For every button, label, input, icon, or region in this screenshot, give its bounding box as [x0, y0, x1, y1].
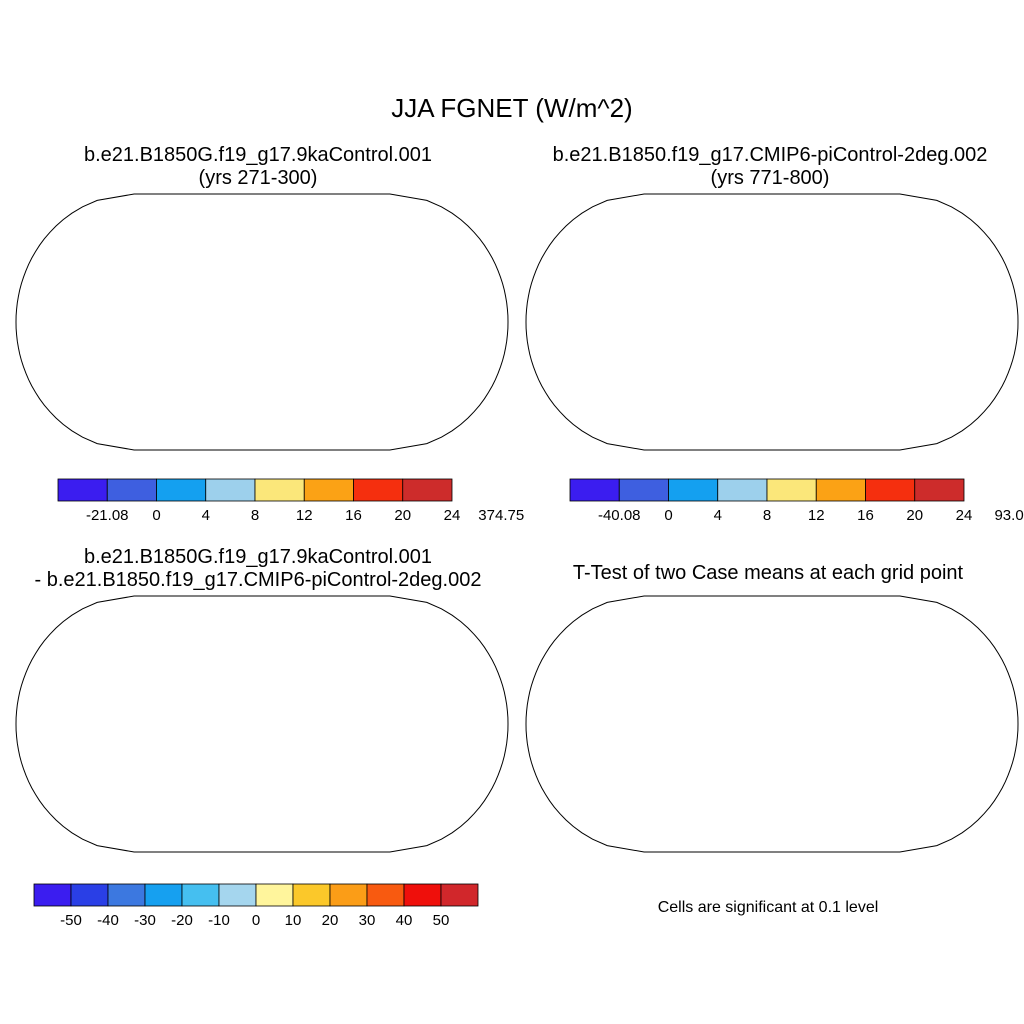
- colorbar-label: 4: [202, 507, 210, 524]
- colorbar-label: 20: [394, 507, 411, 524]
- colorbar-swatch: [766, 478, 817, 502]
- map-ttest-ocean: [526, 596, 1018, 852]
- colorbar-label: 0: [252, 912, 260, 929]
- colorbar-swatch: [218, 883, 257, 907]
- colorbar-swatch: [144, 883, 183, 907]
- colorbar-swatch: [156, 478, 207, 502]
- colorbar-label: 30: [359, 912, 376, 929]
- figure-title: JJA FGNET (W/m^2): [391, 93, 633, 123]
- panel-title-case1: b.e21.B1850G.f19_g17.9kaControl.001 (yrs…: [2, 144, 514, 190]
- colorbar-swatch: [57, 478, 108, 502]
- map-case2-frame: [525, 193, 1019, 451]
- colorbar-label: 24: [444, 507, 461, 524]
- colorbar-swatch: [815, 478, 866, 502]
- colorbar-label: -20: [171, 912, 193, 929]
- map-case1: [15, 193, 509, 451]
- colorbar-swatch: [353, 478, 404, 502]
- colorbar-swatch: [329, 883, 368, 907]
- colorbar-label: 40: [396, 912, 413, 929]
- panel-title-case1-line2: (yrs 271-300): [198, 167, 318, 189]
- colorbar-swatch: [403, 883, 442, 907]
- colorbar-swatch: [181, 883, 220, 907]
- colorbar-swatch: [303, 478, 354, 502]
- map-ttest-frame: [525, 595, 1019, 853]
- colorbar-label: 20: [322, 912, 339, 929]
- map-difference-ocean: [16, 596, 508, 852]
- panel-title-difference: b.e21.B1850G.f19_g17.9kaControl.001 - b.…: [2, 546, 514, 592]
- panel-title-case2: b.e21.B1850.f19_g17.CMIP6-piControl-2deg…: [514, 144, 1024, 190]
- colorbar-label: 8: [763, 507, 771, 524]
- colorbar-swatch: [402, 478, 453, 502]
- colorbar-label: 24: [956, 507, 973, 524]
- map-case2-ocean: [526, 194, 1018, 450]
- map-case1-frame: [15, 193, 509, 451]
- colorbar-label: 374.75: [478, 507, 524, 524]
- colorbar-label: 93.05: [994, 507, 1024, 524]
- colorbar-label: 4: [714, 507, 722, 524]
- colorbar-swatch: [668, 478, 719, 502]
- colorbar-swatch: [33, 883, 72, 907]
- colorbar-swatch: [618, 478, 669, 502]
- colorbar-label: 0: [152, 507, 160, 524]
- map-ttest: [525, 595, 1019, 853]
- colorbar-label: 8: [251, 507, 259, 524]
- colorbar-difference: -50 -40 -30 -20 -10 0 10 20 30 40 50: [33, 883, 479, 929]
- panel-title-difference-line1: b.e21.B1850G.f19_g17.9kaControl.001: [83, 546, 433, 568]
- panel-title-case2-line2: (yrs 771-800): [710, 167, 830, 189]
- colorbar-swatch: [254, 478, 305, 502]
- colorbar-swatch: [717, 478, 768, 502]
- map-difference: [15, 595, 509, 853]
- panel-title-case2-line1: b.e21.B1850.f19_g17.CMIP6-piControl-2deg…: [552, 144, 988, 166]
- colorbar-label: -40: [97, 912, 119, 929]
- colorbar-label: -50: [60, 912, 82, 929]
- colorbar-case1: -21.08 0 4 8 12 16 20 24 374.75: [57, 478, 524, 524]
- colorbar-case2: -40.08 0 4 8 12 16 20 24 93.05: [569, 478, 1024, 524]
- colorbar-label: -40.08: [598, 507, 641, 524]
- colorbar-swatch: [255, 883, 294, 907]
- colorbar-swatch: [107, 883, 146, 907]
- map-case1-ocean: [16, 194, 508, 450]
- colorbar-label: 0: [664, 507, 672, 524]
- colorbar-label: 20: [906, 507, 923, 524]
- colorbar-label: 12: [296, 507, 313, 524]
- colorbar-label: 16: [857, 507, 874, 524]
- colorbar-label: 16: [345, 507, 362, 524]
- colorbar-swatch: [914, 478, 965, 502]
- colorbar-label: 50: [433, 912, 450, 929]
- colorbar-swatch: [292, 883, 331, 907]
- panel-title-difference-line2: - b.e21.B1850.f19_g17.CMIP6-piControl-2d…: [34, 569, 482, 591]
- panel-title-case1-line1: b.e21.B1850G.f19_g17.9kaControl.001: [83, 144, 433, 166]
- map-difference-frame: [15, 595, 509, 853]
- colorbar-label: -30: [134, 912, 156, 929]
- colorbar-label: -10: [208, 912, 230, 929]
- map-case2: [525, 193, 1019, 451]
- colorbar-label: 10: [285, 912, 302, 929]
- colorbar-swatch: [569, 478, 620, 502]
- colorbar-swatch: [205, 478, 256, 502]
- colorbar-swatch: [366, 883, 405, 907]
- colorbar-label: 12: [808, 507, 825, 524]
- colorbar-swatch: [440, 883, 479, 907]
- colorbar-swatch: [106, 478, 157, 502]
- panel-title-ttest: T-Test of two Case means at each grid po…: [572, 562, 964, 584]
- significance-note: Cells are significant at 0.1 level: [657, 899, 879, 916]
- colorbar-swatch: [865, 478, 916, 502]
- colorbar-label: -21.08: [86, 507, 129, 524]
- colorbar-swatch: [70, 883, 109, 907]
